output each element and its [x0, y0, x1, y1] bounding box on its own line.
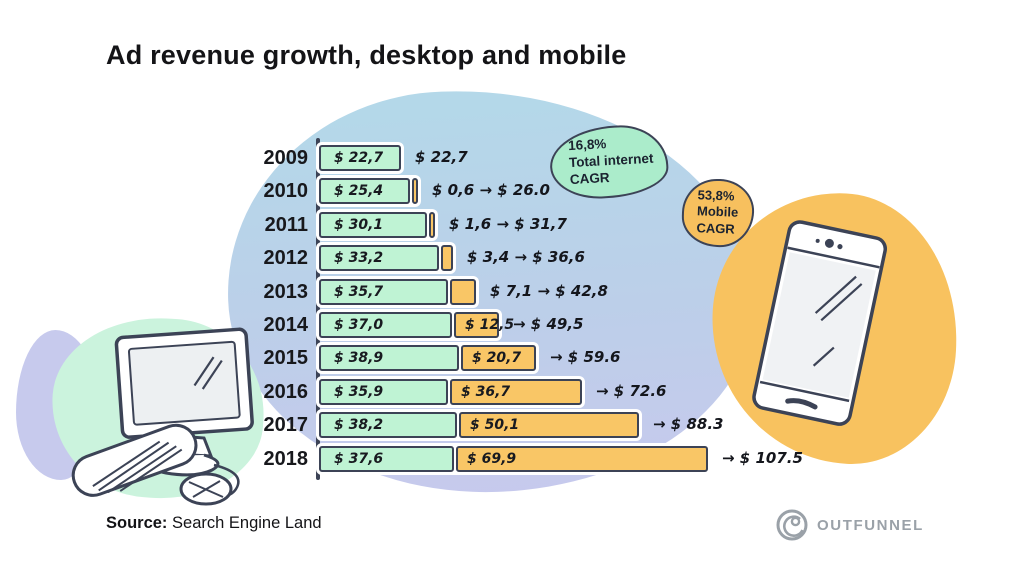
total-value-label: → $ 107.5: [722, 448, 803, 467]
mobile-bar-segment: [441, 245, 453, 272]
bar-group: $ 38,9 $ 20,7: [319, 345, 536, 372]
desktop-bar-segment: $ 33,2: [319, 245, 439, 272]
year-label: 2015: [263, 347, 309, 370]
bar-group: $ 33,2: [319, 245, 453, 272]
desktop-value-label: $ 35,7: [334, 283, 384, 300]
bar-group: $ 35,9 $ 36,7: [319, 378, 582, 405]
total-value-label: $ 22,7: [415, 148, 468, 166]
chart-row-2015: 2015 $ 38,9 $ 20,7 → $ 59.6: [0, 345, 1024, 372]
chart-row-2011: 2011 $ 30,1 $ 1,6 → $ 31,7: [0, 211, 1024, 238]
desktop-value-label: $ 30,1: [334, 216, 384, 233]
source-value: Search Engine Land: [172, 514, 322, 532]
mobile-bar-segment: [450, 278, 476, 305]
bar-group: $ 35,7: [319, 278, 476, 305]
mobile-cagr-value: 53,8%: [697, 187, 735, 204]
mobile-cagr-suffix: CAGR: [696, 219, 736, 237]
chart-axis: [316, 138, 320, 480]
year-label: 2016: [263, 380, 309, 403]
chart-row-2018: 2018 $ 37,6 $ 69,9 → $ 107.5: [0, 445, 1024, 472]
desktop-value-label: $ 37,6: [334, 450, 384, 467]
desktop-bar-segment: $ 35,9: [319, 378, 448, 405]
mobile-bar-segment: [412, 178, 418, 205]
outfunnel-logo-icon: [776, 509, 808, 541]
mobile-bar-segment: $ 69,9: [456, 445, 708, 472]
source-note: Source: Search Engine Land: [106, 514, 322, 533]
total-value-label: → $ 59.6: [550, 348, 621, 367]
mobile-bar-segment: $ 20,7: [461, 345, 536, 372]
year-label: 2013: [263, 280, 309, 303]
desktop-value-label: $ 33,2: [334, 250, 384, 267]
mobile-value-label: $ 36,7: [461, 383, 511, 400]
chart-row-2013: 2013 $ 35,7 $ 7,1 → $ 42,8: [0, 278, 1024, 305]
year-label: 2014: [263, 314, 309, 336]
mobile-cagr-bubble: 53,8% Mobile CAGR: [680, 177, 756, 249]
chart-row-2014: 2014 $ 37,0 $ 12,5 → $ 49,5: [0, 312, 1024, 338]
desktop-value-label: $ 35,9: [334, 383, 384, 400]
bar-group: $ 37,6 $ 69,9: [319, 445, 708, 472]
total-value-label: $ 0,6 → $ 26.0: [432, 181, 550, 200]
chart-row-2017: 2017 $ 38,2 $ 50,1 → $ 88.3: [0, 412, 1024, 439]
mobile-bar-segment: $ 50,1: [459, 412, 639, 439]
desktop-bar-segment: $ 35,7: [319, 278, 448, 305]
chart-row-2016: 2016 $ 35,9 $ 36,7 → $ 72.6: [0, 378, 1024, 405]
mobile-bar-segment: $ 12,5: [454, 312, 514, 338]
mobile-value-label: $ 20,7: [472, 350, 522, 367]
chart-row-2009: 2009 $ 22,7 $ 22,7: [0, 145, 1024, 171]
page-title: Ad revenue growth, desktop and mobile: [106, 40, 627, 70]
smartphone-illustration: [752, 220, 888, 426]
total-value-label: $ 7,1 → $ 42,8: [490, 281, 608, 300]
mobile-value-label: $ 50,1: [470, 417, 520, 434]
year-label: 2010: [263, 180, 309, 203]
desktop-bar-segment: $ 37,0: [319, 312, 452, 338]
source-label: Source:: [106, 514, 168, 532]
total-value-label: → $ 88.3: [653, 415, 724, 434]
desktop-value-label: $ 22,7: [334, 150, 384, 166]
year-label: 2012: [263, 247, 309, 270]
bar-group: $ 22,7: [319, 145, 401, 171]
mobile-bar-segment: $ 36,7: [450, 378, 582, 405]
bar-group: $ 30,1: [319, 211, 435, 238]
total-value-label: → $ 72.6: [596, 381, 667, 400]
chart-row-2012: 2012 $ 33,2 $ 3,4 → $ 36,6: [0, 245, 1024, 272]
total-value-label: $ 3,4 → $ 36,6: [467, 248, 585, 267]
bar-group: $ 37,0 $ 12,5: [319, 312, 514, 338]
mobile-bar-segment: [429, 211, 435, 238]
chart-row-2010: 2010 $ 25,4 $ 0,6 → $ 26.0: [0, 178, 1024, 205]
bar-group: $ 25,4: [319, 178, 418, 205]
mobile-cagr-label: Mobile: [696, 203, 739, 220]
desktop-value-label: $ 38,2: [334, 417, 384, 434]
total-value-label: $ 1,6 → $ 31,7: [449, 214, 567, 233]
outfunnel-logo: OUTFUNNEL: [775, 508, 924, 542]
year-label: 2011: [264, 213, 308, 236]
mobile-value-label: $ 69,9: [467, 450, 517, 467]
desktop-value-label: $ 37,0: [334, 317, 384, 333]
desktop-bar-segment: $ 38,2: [319, 412, 457, 439]
mobile-value-label: $ 12,5: [465, 317, 515, 333]
desktop-computer-illustration: [71, 327, 254, 506]
bar-group: $ 38,2 $ 50,1: [319, 412, 639, 439]
outfunnel-logo-text: OUTFUNNEL: [817, 516, 924, 534]
desktop-bar-segment: $ 22,7: [319, 145, 401, 171]
desktop-bar-segment: $ 38,9: [319, 345, 459, 372]
year-label: 2018: [263, 447, 309, 470]
year-label: 2017: [263, 414, 309, 437]
total-value-label: → $ 49,5: [513, 315, 584, 333]
desktop-bar-segment: $ 25,4: [319, 178, 410, 205]
desktop-bar-segment: $ 37,6: [319, 445, 454, 472]
desktop-value-label: $ 25,4: [334, 183, 384, 200]
desktop-value-label: $ 38,9: [334, 350, 384, 367]
year-label: 2009: [263, 147, 309, 169]
desktop-bar-segment: $ 30,1: [319, 211, 427, 238]
